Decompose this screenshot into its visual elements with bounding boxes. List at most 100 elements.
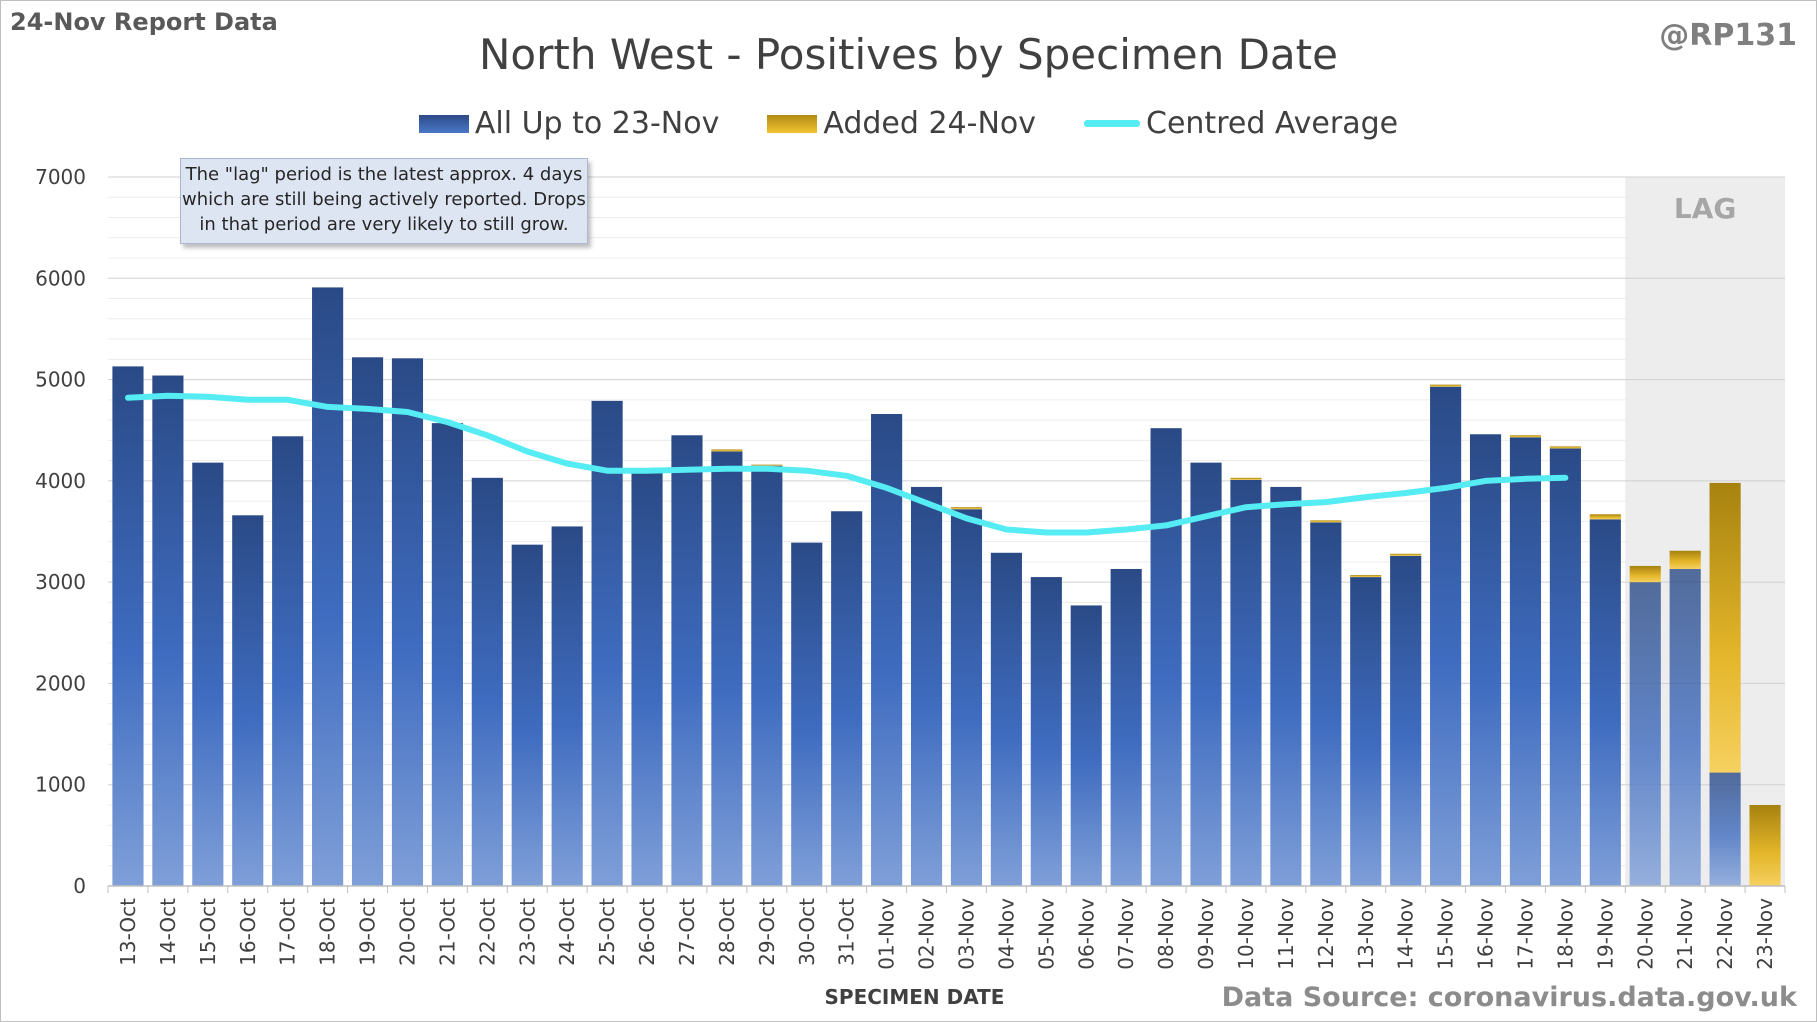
bar-all-up-to [391,358,424,887]
bar-all-up-to [831,511,863,886]
x-tick-label: 03-Nov [954,898,978,970]
x-tick-label: 21-Nov [1673,898,1697,970]
x-tick-label: 29-Oct [755,898,779,966]
bar-all-up-to [1509,437,1542,886]
x-tick-label: 06-Nov [1074,898,1098,970]
legend-label-added: Added 24-Nov [823,106,1037,141]
bar-all-up-to [1230,479,1262,886]
x-axis-title: SPECIMEN DATE [825,985,1005,1009]
x-tick-label: 04-Nov [994,898,1018,970]
x-tick-label: 20-Oct [395,898,419,966]
bar-all-up-to [1270,486,1302,886]
bar-all-up-to [591,400,623,886]
bar-all-up-to [1589,519,1621,886]
bar-all-up-to [272,436,304,886]
bar-all-up-to [791,542,823,886]
x-tick-label: 07-Nov [1114,898,1138,970]
x-tick-label: 18-Nov [1553,898,1577,970]
y-tick-label: 7000 [35,165,86,189]
bar-all-up-to [1709,772,1741,886]
bar-all-up-to [232,515,264,886]
legend-label-all-up-to: All Up to 23-Nov [474,106,720,141]
bar-all-up-to [1150,428,1182,886]
x-tick-label: 25-Oct [595,898,619,966]
x-tick-label: 18-Oct [316,898,340,966]
legend-item-centred-average: Centred Average [1084,106,1398,141]
bar-added [711,449,743,452]
bar-all-up-to [471,477,503,886]
bar-all-up-to [631,472,663,886]
bar-all-up-to [910,486,943,886]
lag-annotation: The "lag" period is the latest approx. 4… [180,158,588,244]
legend-label-centred-average: Centred Average [1146,106,1399,141]
bar-all-up-to [431,423,463,886]
bar-all-up-to [312,287,344,886]
annotation-line-2: which are still being actively reported.… [182,189,586,210]
x-tick-label: 02-Nov [915,898,939,970]
bar-all-up-to [152,375,184,886]
x-tick-label: 23-Nov [1753,898,1777,970]
x-tick-label: 22-Oct [475,898,499,966]
bar-added [1230,477,1262,480]
x-tick-label: 14-Nov [1394,898,1418,970]
y-tick-label: 2000 [35,671,86,695]
bar-all-up-to [1430,386,1462,886]
bar-added [1709,482,1741,773]
x-tick-label: 10-Nov [1234,898,1258,970]
bar-added [1430,384,1462,387]
bar-all-up-to [1310,522,1342,886]
bar-all-up-to [1190,462,1222,886]
bar-all-up-to [751,465,783,886]
x-tick-label: 27-Oct [675,898,699,966]
x-tick-label: 13-Nov [1354,898,1378,970]
bar-all-up-to [1070,605,1102,886]
bar-all-up-to [351,357,384,886]
lag-label: LAG [1674,192,1737,225]
y-tick-label: 0 [73,874,86,898]
bar-added [1669,550,1701,569]
legend-item-all-up-to: All Up to 23-Nov [418,106,720,141]
x-tick-label: 31-Oct [835,898,859,966]
x-tick-label: 19-Nov [1593,898,1617,970]
bar-added [1589,514,1621,520]
x-tick-label: 26-Oct [635,898,659,966]
bar-added [1310,520,1342,523]
report-label: 24-Nov Report Data [10,8,278,36]
x-tick-label: 14-Oct [156,898,180,966]
bar-added [1509,435,1542,438]
bar-all-up-to [1629,582,1661,886]
x-tick-label: 16-Nov [1474,898,1498,970]
data-source: Data Source: coronavirus.data.gov.uk [1221,982,1797,1013]
x-tick-label: 11-Nov [1274,898,1298,970]
y-tick-label: 6000 [35,266,86,290]
annotation-line-1: The "lag" period is the latest approx. 4… [185,164,583,185]
bar-all-up-to [1390,555,1422,886]
bar-all-up-to [950,509,983,886]
x-tick-label: 23-Oct [515,898,539,966]
bar-all-up-to [671,435,703,886]
x-tick-label: 01-Nov [875,898,899,970]
bar-all-up-to [1669,568,1701,886]
author-handle: @RP131 [1659,18,1797,53]
x-tick-label: 16-Oct [236,898,260,966]
x-tick-label: 08-Nov [1154,898,1178,970]
bar-all-up-to [511,544,543,886]
x-tick-label: 15-Nov [1434,898,1458,970]
x-tick-label: 20-Nov [1633,898,1657,970]
bar-all-up-to [1030,577,1062,886]
bar-added [1390,553,1422,556]
chart-title: North West - Positives by Specimen Date [479,30,1338,79]
legend: All Up to 23-Nov Added 24-Nov Centred Av… [0,106,1817,141]
x-tick-label: 15-Oct [196,898,220,966]
x-tick-label: 19-Oct [356,898,380,966]
bar-added [1350,575,1382,578]
x-tick-label: 09-Nov [1194,898,1218,970]
legend-swatch-line [1084,120,1141,127]
legend-item-added: Added 24-Nov [767,106,1036,141]
bar-added [1629,565,1661,583]
x-tick-label: 05-Nov [1034,898,1058,970]
x-tick-label: 21-Oct [435,898,459,966]
y-tick-label: 5000 [35,368,86,392]
bar-added [950,507,983,510]
